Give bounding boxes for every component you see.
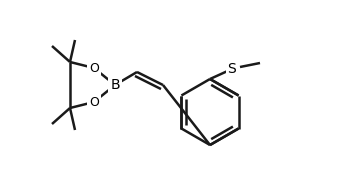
Text: B: B [110, 78, 120, 92]
Text: O: O [89, 62, 99, 75]
Text: O: O [89, 96, 99, 109]
Text: S: S [228, 62, 236, 76]
